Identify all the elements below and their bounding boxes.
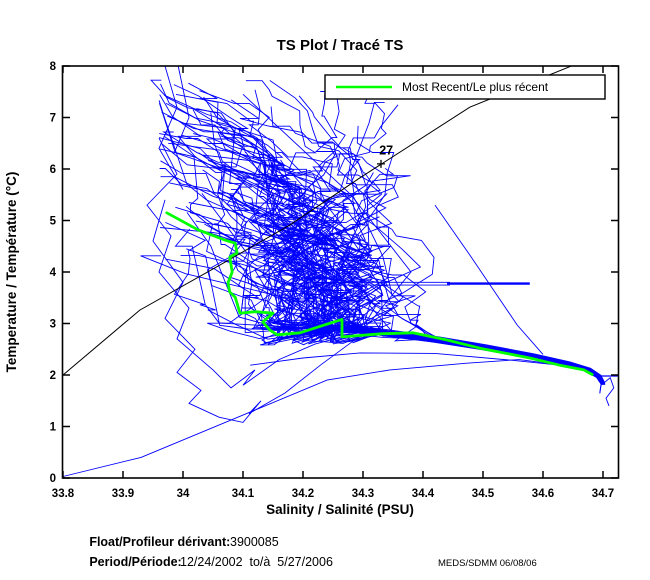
- x-tick-label: 33.8: [52, 488, 75, 500]
- feature-lines-layer: [62, 65, 618, 477]
- period-value: 12/24/2002 to/à 5/27/2006: [180, 555, 333, 569]
- x-tick-label: 34: [177, 488, 190, 500]
- feature-tail-hook: [602, 376, 615, 407]
- y-tick-label: 0: [50, 473, 56, 485]
- contour-label: 27: [379, 144, 393, 158]
- x-tick-label: 34.4: [412, 488, 435, 500]
- y-tick-label: 1: [50, 422, 57, 434]
- y-tick-label: 5: [50, 216, 57, 228]
- legend: Most Recent/Le plus récent: [324, 74, 606, 100]
- float-label: Float/Profileur dérivant:: [89, 535, 230, 549]
- legend-label: Most Recent/Le plus récent: [402, 80, 549, 94]
- plot-title: TS Plot / Tracé TS: [277, 37, 404, 54]
- y-tick-label: 8: [50, 61, 57, 73]
- most-recent-path: [165, 211, 594, 376]
- y-tick-label: 2: [50, 370, 56, 382]
- y-tick-label: 6: [50, 164, 56, 176]
- period-label: Period/Période:: [89, 555, 181, 569]
- x-tick-label: 34.6: [532, 488, 554, 500]
- feature-top-spike-1: [158, 65, 184, 190]
- contour-plus-marker: [377, 159, 385, 168]
- x-tick-label: 34.1: [232, 488, 255, 500]
- x-tick-label: 33.9: [112, 488, 134, 500]
- y-tick-label: 3: [50, 319, 56, 331]
- footer-period-line: Period/Période: 12/24/2002 to/à 5/27/200…: [65, 555, 350, 569]
- feature-top-spike-2: [173, 65, 190, 154]
- feature-long-diagonal: [242, 93, 412, 324]
- feature-lower-envelope: [250, 352, 556, 366]
- feature-steep-diagonal: [434, 204, 544, 355]
- x-tick-label: 34.7: [592, 488, 614, 500]
- y-tick-label: 4: [50, 267, 57, 279]
- x-tick-label: 34.2: [292, 488, 314, 500]
- most-recent-profile-line: [165, 211, 594, 376]
- axes-layer: 33.8 33.9 34 34.1 34.2 34.3 34.4 34.5 34.6 34.701…: [50, 61, 620, 500]
- y-axis-label: Temperature / Température (°C): [4, 172, 19, 373]
- y-tick-label: 7: [50, 113, 56, 125]
- feature-left-envelope-2: [146, 137, 364, 389]
- x-tick-label: 34.5: [472, 488, 495, 500]
- density-contour-line: [62, 65, 574, 376]
- plot-box: [61, 65, 620, 479]
- density-contour-layer: [62, 65, 574, 376]
- float-value: 3900085: [230, 535, 279, 549]
- x-axis-label: Salinity / Salinité (PSU): [266, 502, 414, 517]
- footer-float-line: Float/Profileur dérivant: 3900085: [65, 535, 296, 549]
- x-tick-label: 34.3: [352, 488, 374, 500]
- credit-text: MEDS/SDMM 06/08/06: [438, 558, 537, 569]
- plus-marker: [377, 159, 385, 168]
